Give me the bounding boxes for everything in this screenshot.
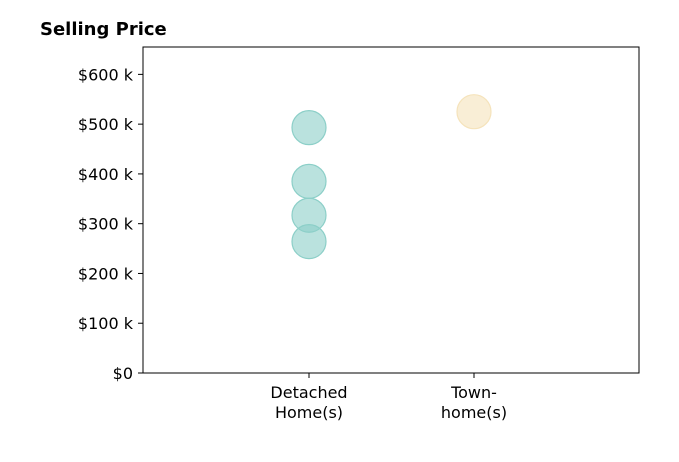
x-tick-label: Town- bbox=[450, 383, 497, 402]
chart-title: Selling Price bbox=[40, 19, 167, 40]
data-point bbox=[456, 94, 492, 130]
y-axis: $0 $100 k $200 k $300 k $400 k $500 k $600 k bbox=[78, 65, 143, 383]
y-tick-label: $400 k bbox=[78, 165, 134, 184]
x-tick-label: home(s) bbox=[441, 403, 507, 422]
y-tick-label: $300 k bbox=[78, 215, 134, 234]
y-tick-label: $200 k bbox=[78, 264, 134, 283]
x-tick-label: Detached bbox=[270, 383, 347, 402]
y-tick-label: $600 k bbox=[78, 65, 134, 84]
y-tick-label: $100 k bbox=[78, 314, 134, 333]
data-points bbox=[291, 94, 492, 260]
data-point bbox=[291, 110, 327, 146]
data-point bbox=[291, 163, 327, 199]
plot-frame bbox=[142, 46, 640, 374]
y-tick-label: $500 k bbox=[78, 115, 134, 134]
data-point bbox=[291, 224, 327, 260]
x-tick-label: Home(s) bbox=[275, 403, 343, 422]
y-tick-label: $0 bbox=[113, 364, 133, 383]
